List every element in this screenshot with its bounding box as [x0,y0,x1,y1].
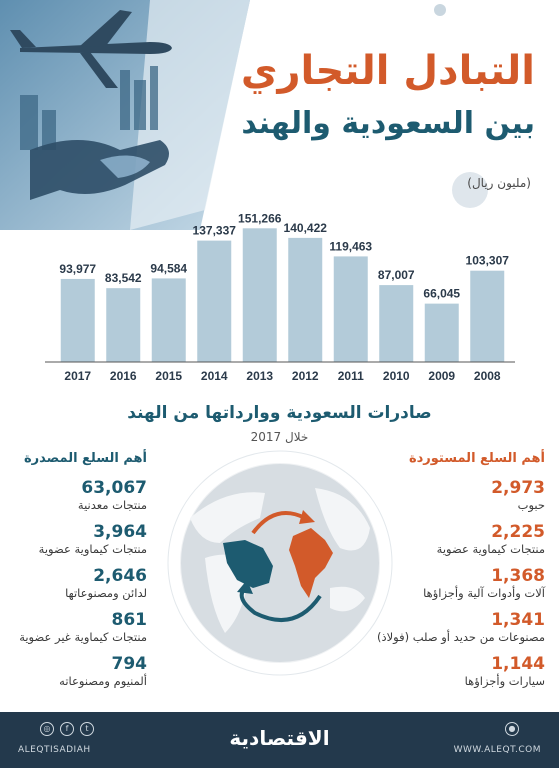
brand-logo: الاقتصادية [229,726,330,750]
bar-value-label: 140,422 [284,221,328,235]
globe-icon: ● [505,722,519,736]
list-item: 63,067 منتجات معدنية [0,478,147,522]
imports-list: 2,973 حبوب 2,225 منتجات كيماوية عضوية 1,… [375,478,545,698]
social-icons: ◎ f t [40,722,94,736]
x-tick-label: 2008 [474,369,501,383]
x-tick-label: 2010 [383,369,410,383]
bar-2015 [151,278,186,362]
bar-value-label: 66,045 [423,287,460,301]
footer: ◎ f t ALEQTISADIAH الاقتصادية ● WWW.ALEQ… [0,712,559,768]
import-label: سيارات وأجزاؤها [464,674,545,688]
import-value: 1,341 [491,610,545,630]
bar-value-label: 119,463 [329,239,372,253]
x-tick-label: 2016 [110,369,137,383]
x-tick-label: 2009 [428,369,455,383]
india-map-shape [289,528,333,598]
import-value: 1,368 [491,566,545,586]
main-title: التبادل التجاري [240,48,535,94]
import-value: 1,144 [491,654,545,674]
bar-2014 [197,240,232,362]
instagram-icon[interactable]: ◎ [40,722,54,736]
bar-2008 [470,270,505,362]
list-item: 2,973 حبوب [375,478,545,522]
list-item: 1,144 سيارات وأجزاؤها [375,654,545,698]
bar-value-label: 83,542 [105,271,142,285]
section-subtitle: خلال 2017 [250,430,309,444]
main-subtitle: بين السعودية والهند [241,106,535,141]
saudi-map-shape [223,540,273,588]
x-tick-label: 2014 [201,369,228,383]
import-label: حبوب [517,498,545,512]
export-label: منتجات كيماوية عضوية [38,542,147,556]
x-tick-label: 2013 [246,369,273,383]
export-value: 3,964 [93,522,147,542]
x-tick-label: 2015 [155,369,182,383]
import-arrow-icon [251,511,306,535]
bar-2016 [106,288,141,362]
twitter-icon[interactable]: t [80,722,94,736]
import-value: 2,225 [491,522,545,542]
airplane-icon [10,10,172,88]
header-photo-collage [0,0,488,230]
list-item: 1,341 مصنوعات من حديد أو صلب (فولاذ) [375,610,545,654]
export-label: منتجات معدنية [77,498,147,512]
import-label: منتجات كيماوية عضوية [436,542,545,556]
handshake-icon [30,140,169,200]
facebook-icon[interactable]: f [60,722,74,736]
bar-2013 [242,228,277,362]
header-banner: التبادل التجاري بين السعودية والهند (ملي… [0,0,559,230]
export-label: ألمنيوم ومصنوعاته [59,674,147,688]
list-item: 2,225 منتجات كيماوية عضوية [375,522,545,566]
list-item: 1,368 آلات وأدوات آلية وأجزاؤها [375,566,545,610]
exports-heading: أهم السلع المصدرة [24,451,147,466]
bar-2017 [60,278,95,362]
export-label: لدائن ومصنوعاتها [65,586,147,600]
globe-illustration [167,450,393,676]
bar-value-label: 93,977 [59,262,96,276]
export-arrow-icon [239,586,322,622]
bar-value-label: 137,337 [193,224,237,238]
section-title: صادرات السعودية ووارداتها من الهند [127,403,432,423]
exports-list: 63,067 منتجات معدنية 3,964 منتجات كيماوي… [0,478,147,698]
export-value: 794 [111,654,148,674]
imports-heading: أهم السلع المستوردة [408,451,545,466]
import-label: مصنوعات من حديد أو صلب (فولاذ) [376,630,545,644]
social-handle[interactable]: ALEQTISADIAH [18,745,91,755]
list-item: 861 منتجات كيماوية غير عضوية [0,610,147,654]
website-link[interactable]: WWW.ALEQT.COM [453,745,541,755]
trade-bar-chart: 93,977 2017 83,542 2016 94,584 2015 137,337 201… [45,211,515,383]
export-value: 63,067 [81,478,147,498]
bar-value-label: 151,266 [238,211,282,225]
list-item: 2,646 لدائن ومصنوعاتها [0,566,147,610]
export-value: 861 [111,610,148,630]
bar-2010 [379,285,414,362]
bar-2012 [288,237,323,362]
list-item: 3,964 منتجات كيماوية عضوية [0,522,147,566]
import-label: آلات وأدوات آلية وأجزاؤها [423,586,545,600]
export-label: منتجات كيماوية غير عضوية [19,630,147,644]
unit-label: (مليون ريال) [467,176,531,190]
x-tick-label: 2012 [292,369,319,383]
x-tick-label: 2017 [64,369,91,383]
export-value: 2,646 [93,566,147,586]
list-item: 794 ألمنيوم ومصنوعاته [0,654,147,698]
x-tick-label: 2011 [338,369,364,383]
import-value: 2,973 [491,478,545,498]
bar-2009 [424,303,459,362]
bar-value-label: 103,307 [466,254,510,268]
bar-2011 [333,256,368,362]
bar-value-label: 94,584 [150,261,187,275]
bar-value-label: 87,007 [378,268,415,282]
